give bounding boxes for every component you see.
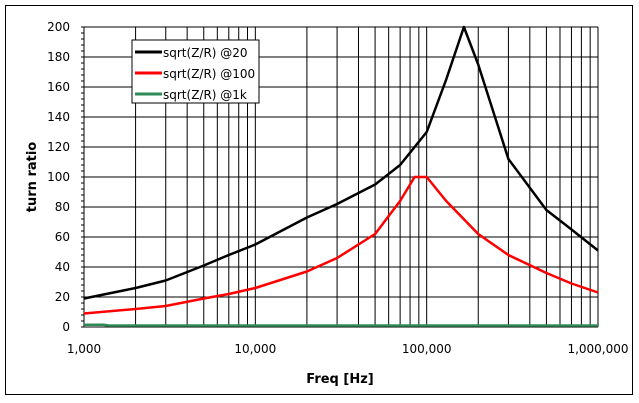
y-tick-label: 200 (47, 20, 70, 34)
y-tick-label: 20 (55, 290, 70, 304)
x-tick-label: 10,000 (234, 342, 276, 356)
legend-label: sqrt(Z/R) @1k (163, 88, 247, 102)
series-line-2 (84, 323, 598, 327)
series-line-1 (83, 175, 599, 315)
tick-labels: 0 20 40 60 80 100 120 140 160 180 200 1,000 10,000 10… (47, 20, 628, 356)
legend-label: sqrt(Z/R) @100 (163, 67, 255, 81)
y-tick-label: 120 (47, 140, 70, 154)
y-tick-label: 0 (62, 320, 70, 334)
y-tick-label: 140 (47, 110, 70, 124)
y-tick-label: 60 (55, 230, 70, 244)
grid (81, 26, 599, 328)
y-axis-label: turn ratio (25, 142, 40, 213)
y-tick-label: 80 (55, 200, 70, 214)
x-tick-label: 1,000 (67, 342, 101, 356)
y-tick-label: 180 (47, 50, 70, 64)
x-tick-label: 100,000 (402, 342, 452, 356)
x-axis-label: Freq [Hz] (306, 372, 373, 387)
legend: sqrt(Z/R) @20 sqrt(Z/R) @100 sqrt(Z/R) @1k (131, 39, 260, 104)
y-tick-label: 160 (47, 80, 70, 94)
y-tick-label: 100 (47, 170, 70, 184)
series-line-0 (83, 25, 599, 300)
y-tick-label: 40 (55, 260, 70, 274)
legend-label: sqrt(Z/R) @20 (163, 46, 248, 60)
chart-frame (5, 5, 633, 395)
x-tick-label: 1,000,000 (567, 342, 628, 356)
series-lines (83, 25, 599, 327)
